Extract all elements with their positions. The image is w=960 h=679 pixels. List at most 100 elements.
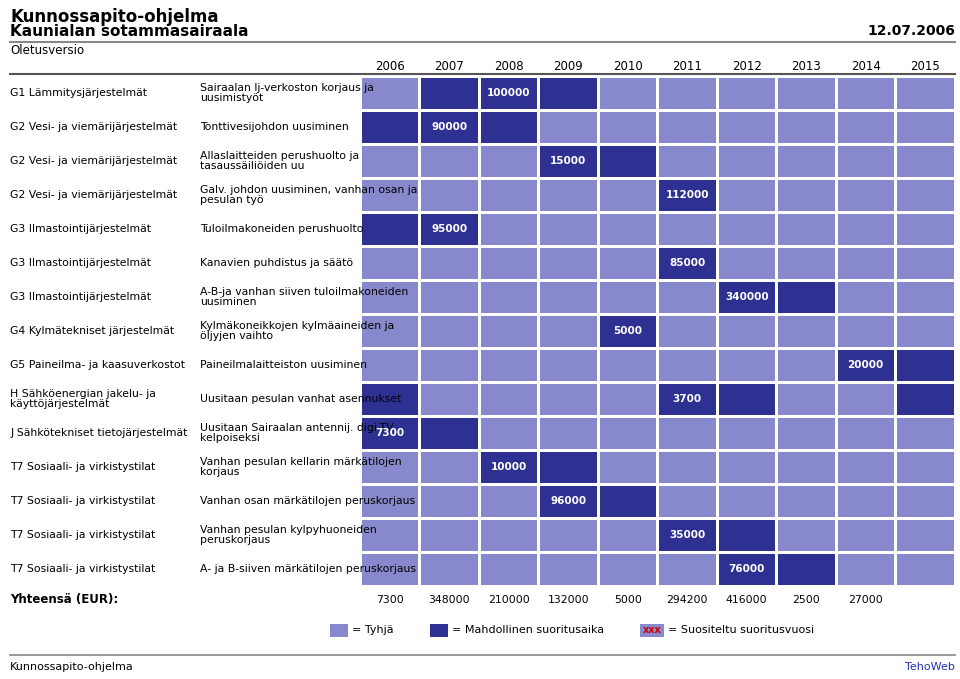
Text: Uusitaan pesulan vanhat asennukset: Uusitaan pesulan vanhat asennukset: [200, 394, 401, 404]
Text: 10000: 10000: [491, 462, 527, 472]
Bar: [659, 452, 715, 483]
Text: uusiminen: uusiminen: [200, 297, 256, 307]
Bar: [421, 282, 477, 312]
Bar: [659, 282, 715, 312]
Bar: [718, 452, 775, 483]
Bar: [659, 111, 715, 143]
Bar: [599, 145, 656, 177]
Text: 2012: 2012: [732, 60, 761, 73]
Bar: [599, 553, 656, 585]
Bar: [897, 248, 953, 278]
Bar: [718, 111, 775, 143]
Bar: [540, 418, 596, 449]
Bar: [718, 77, 775, 109]
Bar: [837, 485, 894, 517]
Bar: [897, 213, 953, 244]
Bar: [778, 111, 834, 143]
Text: Paineilmalaitteiston uusiminen: Paineilmalaitteiston uusiminen: [200, 360, 367, 370]
Bar: [897, 553, 953, 585]
Bar: [718, 553, 775, 585]
Text: Kylmäkoneikkojen kylmäaineiden ja: Kylmäkoneikkojen kylmäaineiden ja: [200, 321, 395, 331]
Bar: [897, 316, 953, 346]
Bar: [330, 623, 348, 636]
Text: G2 Vesi- ja viemärijärjestelmät: G2 Vesi- ja viemärijärjestelmät: [10, 156, 178, 166]
Bar: [362, 213, 418, 244]
Bar: [599, 77, 656, 109]
Text: Kaunialan sotammasairaala: Kaunialan sotammasairaala: [10, 24, 249, 39]
Bar: [778, 248, 834, 278]
Bar: [599, 350, 656, 380]
Bar: [421, 485, 477, 517]
Text: 7300: 7300: [376, 595, 403, 605]
Text: G3 Ilmastointijärjestelmät: G3 Ilmastointijärjestelmät: [10, 292, 151, 302]
Bar: [421, 350, 477, 380]
Text: G2 Vesi- ja viemärijärjestelmät: G2 Vesi- ja viemärijärjestelmät: [10, 122, 178, 132]
Bar: [540, 282, 596, 312]
Bar: [718, 519, 775, 551]
Text: = Suositeltu suoritusvuosi: = Suositeltu suoritusvuosi: [668, 625, 814, 635]
Bar: [640, 623, 664, 636]
Text: 3700: 3700: [673, 394, 702, 404]
Bar: [659, 418, 715, 449]
Bar: [362, 452, 418, 483]
Bar: [421, 145, 477, 177]
Text: Vanhan pesulan kylpyhuoneiden: Vanhan pesulan kylpyhuoneiden: [200, 525, 376, 535]
Bar: [837, 282, 894, 312]
Text: 2500: 2500: [792, 595, 820, 605]
Bar: [659, 248, 715, 278]
Text: 2011: 2011: [672, 60, 702, 73]
Text: T7 Sosiaali- ja virkistystilat: T7 Sosiaali- ja virkistystilat: [10, 496, 156, 506]
Text: Galv. johdon uusiminen, vanhan osan ja: Galv. johdon uusiminen, vanhan osan ja: [200, 185, 418, 195]
Bar: [481, 213, 537, 244]
Text: 348000: 348000: [428, 595, 470, 605]
Bar: [481, 282, 537, 312]
Text: G2 Vesi- ja viemärijärjestelmät: G2 Vesi- ja viemärijärjestelmät: [10, 190, 178, 200]
Text: Allaslaitteiden perushuolto ja: Allaslaitteiden perushuolto ja: [200, 151, 359, 161]
Text: = Tyhjä: = Tyhjä: [352, 625, 394, 635]
Bar: [897, 350, 953, 380]
Text: G4 Kylmätekniset järjestelmät: G4 Kylmätekniset järjestelmät: [10, 326, 174, 336]
Text: T7 Sosiaali- ja virkistystilat: T7 Sosiaali- ja virkistystilat: [10, 462, 156, 472]
Bar: [778, 282, 834, 312]
Text: korjaus: korjaus: [200, 467, 239, 477]
Bar: [362, 553, 418, 585]
Bar: [778, 179, 834, 210]
Text: 210000: 210000: [488, 595, 530, 605]
Bar: [481, 111, 537, 143]
Bar: [837, 350, 894, 380]
Bar: [599, 384, 656, 414]
Text: G1 Lämmitysjärjestelmät: G1 Lämmitysjärjestelmät: [10, 88, 147, 98]
Bar: [421, 519, 477, 551]
Text: Kunnossapito-ohjelma: Kunnossapito-ohjelma: [10, 662, 133, 672]
Bar: [599, 316, 656, 346]
Bar: [659, 145, 715, 177]
Bar: [362, 282, 418, 312]
Bar: [362, 350, 418, 380]
Text: 2010: 2010: [612, 60, 642, 73]
Bar: [421, 248, 477, 278]
Bar: [778, 316, 834, 346]
Bar: [778, 418, 834, 449]
Text: 15000: 15000: [550, 156, 587, 166]
Bar: [659, 213, 715, 244]
Bar: [659, 553, 715, 585]
Text: A- ja B-siiven märkätilojen peruskorjaus: A- ja B-siiven märkätilojen peruskorjaus: [200, 564, 416, 574]
Bar: [897, 418, 953, 449]
Text: Tuloilmakoneiden perushuolto: Tuloilmakoneiden perushuolto: [200, 224, 364, 234]
Bar: [430, 623, 448, 636]
Bar: [778, 77, 834, 109]
Bar: [837, 418, 894, 449]
Bar: [718, 213, 775, 244]
Bar: [481, 553, 537, 585]
Bar: [540, 452, 596, 483]
Bar: [837, 519, 894, 551]
Bar: [540, 77, 596, 109]
Bar: [659, 316, 715, 346]
Bar: [421, 111, 477, 143]
Text: 35000: 35000: [669, 530, 706, 540]
Bar: [659, 519, 715, 551]
Bar: [718, 350, 775, 380]
Text: 12.07.2006: 12.07.2006: [867, 24, 955, 38]
Text: TehoWeb: TehoWeb: [905, 662, 955, 672]
Bar: [897, 384, 953, 414]
